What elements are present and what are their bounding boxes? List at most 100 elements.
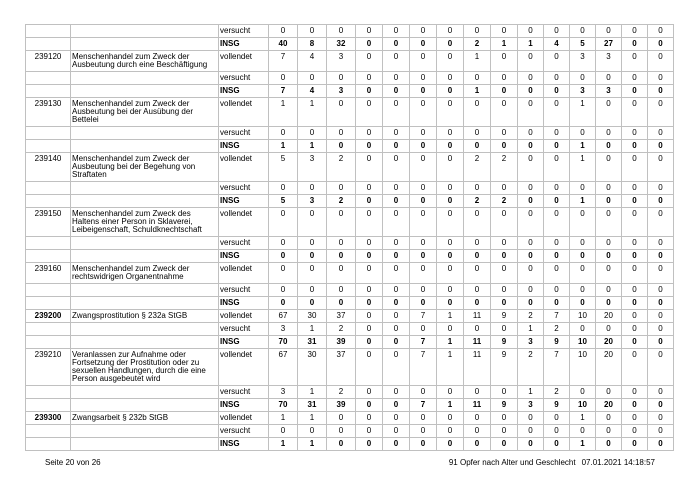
offense-description-cell <box>70 71 219 85</box>
value-cell: 1 <box>297 437 327 451</box>
value-cell: 0 <box>490 262 518 284</box>
value-cell: 9 <box>543 398 570 412</box>
value-cell: 0 <box>517 126 544 140</box>
value-cell: 1 <box>569 437 596 451</box>
value-cell: 0 <box>297 296 327 310</box>
status-cell: INSG <box>218 398 269 412</box>
value-cell: 0 <box>621 335 648 349</box>
value-cell: 0 <box>595 262 622 284</box>
offense-code-cell <box>25 194 71 208</box>
value-cell: 0 <box>436 437 464 451</box>
value-cell: 2 <box>543 385 570 399</box>
value-cell: 1 <box>569 411 596 425</box>
value-cell: 20 <box>595 348 622 386</box>
value-cell: 0 <box>326 97 356 127</box>
value-cell: 0 <box>647 335 674 349</box>
value-cell: 0 <box>409 283 437 297</box>
status-cell: versucht <box>218 283 269 297</box>
value-cell: 2 <box>463 194 491 208</box>
value-cell: 0 <box>382 411 410 425</box>
value-cell: 0 <box>647 194 674 208</box>
value-cell: 0 <box>490 236 518 250</box>
value-cell: 0 <box>436 194 464 208</box>
table-row: versucht 3 1 2 0 0 0 0 0 0 1 2 0 0 0 0 <box>25 322 674 336</box>
value-cell: 0 <box>326 71 356 85</box>
value-cell: 11 <box>463 335 491 349</box>
value-cell: 0 <box>436 249 464 263</box>
value-cell: 1 <box>268 139 298 153</box>
value-cell: 0 <box>490 50 518 72</box>
value-cell: 0 <box>569 322 596 336</box>
value-cell: 0 <box>297 24 327 38</box>
value-cell: 0 <box>409 50 437 72</box>
value-cell: 5 <box>268 194 298 208</box>
value-cell: 0 <box>569 24 596 38</box>
table-row: 239140 Menschenhandel zum Zweck der Ausbe… <box>25 152 674 182</box>
value-cell: 0 <box>355 309 383 323</box>
value-cell: 11 <box>463 398 491 412</box>
offense-code-cell: 239140 <box>25 152 71 182</box>
value-cell: 0 <box>543 262 570 284</box>
status-cell: INSG <box>218 335 269 349</box>
table-row: INSG 0 0 0 0 0 0 0 0 0 0 0 0 0 0 0 <box>25 296 674 310</box>
offense-code-cell <box>25 126 71 140</box>
value-cell: 0 <box>621 424 648 438</box>
value-cell: 0 <box>382 437 410 451</box>
offense-code-cell <box>25 249 71 263</box>
offense-code-cell <box>25 24 71 38</box>
value-cell: 0 <box>647 398 674 412</box>
value-cell: 0 <box>268 207 298 237</box>
status-cell: INSG <box>218 249 269 263</box>
table-row: INSG 1 1 0 0 0 0 0 0 0 0 0 1 0 0 0 <box>25 437 674 451</box>
table-row: 239210 Veranlassen zur Aufnahme oder Fort… <box>25 348 674 386</box>
value-cell: 0 <box>569 207 596 237</box>
value-cell: 0 <box>517 424 544 438</box>
value-cell: 2 <box>490 194 518 208</box>
value-cell: 0 <box>517 296 544 310</box>
value-cell: 3 <box>517 398 544 412</box>
value-cell: 0 <box>355 71 383 85</box>
value-cell: 0 <box>463 249 491 263</box>
value-cell: 8 <box>297 37 327 51</box>
value-cell: 1 <box>297 385 327 399</box>
value-cell: 0 <box>382 236 410 250</box>
value-cell: 0 <box>409 249 437 263</box>
value-cell: 0 <box>436 126 464 140</box>
value-cell: 70 <box>268 398 298 412</box>
value-cell: 9 <box>490 348 518 386</box>
value-cell: 0 <box>409 236 437 250</box>
value-cell: 0 <box>326 24 356 38</box>
offense-code-cell <box>25 385 71 399</box>
value-cell: 0 <box>517 236 544 250</box>
table-row: INSG 40 8 32 0 0 0 0 2 1 1 4 5 27 0 0 <box>25 37 674 51</box>
value-cell: 30 <box>297 309 327 323</box>
value-cell: 2 <box>517 309 544 323</box>
value-cell: 0 <box>436 84 464 98</box>
value-cell: 0 <box>382 207 410 237</box>
value-cell: 0 <box>355 385 383 399</box>
value-cell: 0 <box>382 181 410 195</box>
value-cell: 7 <box>409 309 437 323</box>
value-cell: 7 <box>543 348 570 386</box>
value-cell: 0 <box>621 152 648 182</box>
table-row: versucht 0 0 0 0 0 0 0 0 0 0 0 0 0 0 0 <box>25 126 674 140</box>
value-cell: 0 <box>490 322 518 336</box>
value-cell: 37 <box>326 309 356 323</box>
value-cell: 0 <box>409 207 437 237</box>
report-footer: 91 Opfer nach Alter und Geschlecht 07.01.… <box>449 458 655 467</box>
value-cell: 0 <box>297 71 327 85</box>
value-cell: 7 <box>409 335 437 349</box>
value-cell: 0 <box>517 181 544 195</box>
offense-description-cell <box>70 424 219 438</box>
value-cell: 0 <box>595 71 622 85</box>
table-row: versucht 0 0 0 0 0 0 0 0 0 0 0 0 0 0 0 <box>25 181 674 195</box>
value-cell: 0 <box>326 236 356 250</box>
value-cell: 0 <box>595 437 622 451</box>
value-cell: 0 <box>463 283 491 297</box>
value-cell: 0 <box>517 139 544 153</box>
value-cell: 0 <box>382 283 410 297</box>
value-cell: 0 <box>647 84 674 98</box>
value-cell: 0 <box>409 437 437 451</box>
value-cell: 1 <box>268 437 298 451</box>
value-cell: 0 <box>382 424 410 438</box>
